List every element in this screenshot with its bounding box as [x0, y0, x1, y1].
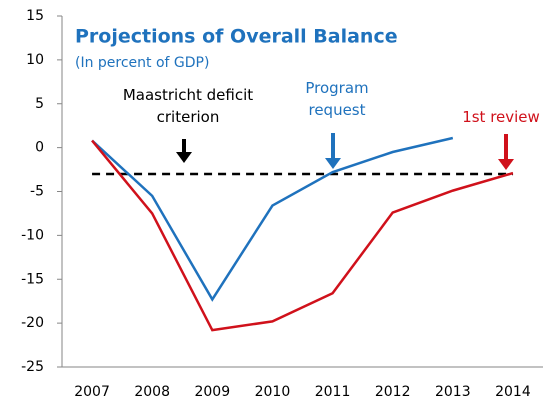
y-tick-label: -10	[21, 227, 44, 243]
series-label: Program request	[305, 79, 369, 119]
y-tick-label: 10	[26, 52, 44, 68]
y-tick-label: 5	[35, 96, 44, 112]
series-label: 1st review	[462, 108, 540, 126]
arrow-head	[176, 152, 192, 163]
arrow-head	[498, 159, 514, 170]
y-tick-label: -25	[21, 359, 44, 375]
x-tick-label: 2013	[435, 384, 471, 400]
x-tick-label: 2007	[74, 384, 110, 400]
y-tick-label: -5	[30, 184, 44, 200]
x-tick-label: 2014	[495, 384, 531, 400]
x-tick-label: 2012	[375, 384, 411, 400]
series-line	[91, 136, 454, 302]
y-tick-label: -20	[21, 315, 44, 331]
x-tick-label: 2008	[134, 384, 170, 400]
series-line	[91, 139, 514, 332]
y-tick-label: 0	[35, 140, 44, 156]
x-tick-label: 2009	[194, 384, 230, 400]
chart-title: Projections of Overall Balance	[75, 26, 398, 48]
y-tick-label: -15	[21, 271, 44, 287]
arrow-head	[325, 158, 341, 169]
y-tick-label: 15	[26, 8, 44, 24]
reference-label: Maastricht deficit criterion	[122, 86, 254, 126]
x-tick-label: 2010	[255, 384, 291, 400]
x-tick-label: 2011	[315, 384, 351, 400]
chart-subtitle: (In percent of GDP)	[75, 55, 209, 71]
